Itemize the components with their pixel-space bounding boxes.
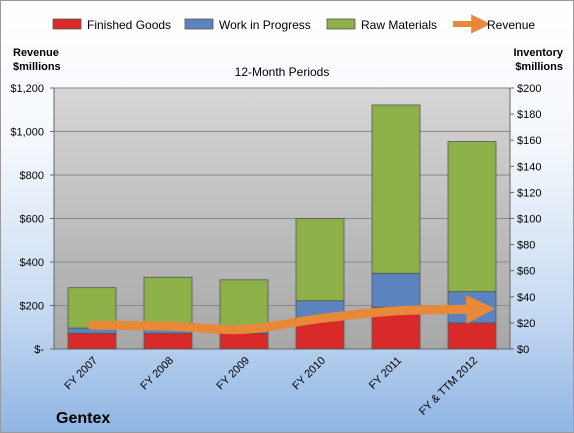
right-axis-tick-label: $160	[517, 135, 541, 147]
left-axis-tick-label: $600	[20, 214, 44, 226]
legend-label-revenue: Revenue	[487, 18, 535, 32]
right-axis-tick-label: $100	[517, 214, 541, 226]
bar-raw-materials-3	[295, 218, 345, 302]
bar-finished-goods-0	[67, 332, 117, 350]
left-axis-tick-label: $400	[20, 257, 44, 269]
bar-finished-goods-5	[447, 322, 497, 350]
left-axis-tick-label: $200	[20, 301, 44, 313]
right-axis-title-line1: Inventory	[513, 47, 563, 59]
right-axis-tick-label: $140	[517, 161, 541, 173]
legend-swatch-finished-goods	[52, 18, 82, 30]
revenue-line	[87, 294, 496, 335]
right-axis-title-line2: $millions	[515, 61, 563, 73]
bar-raw-materials-5	[447, 141, 497, 292]
left-axis-tick-label: $800	[20, 170, 44, 182]
left-axis-tick-label: $-	[34, 344, 44, 356]
x-axis-category-label: FY & TTM 2012	[417, 355, 480, 418]
company-name: Gentex	[56, 410, 110, 427]
bar-work-in-progress-4	[371, 272, 421, 308]
bar-raw-materials-1	[143, 276, 193, 328]
legend-swatch-raw-materials	[326, 18, 356, 30]
bar-finished-goods-1	[143, 332, 193, 350]
left-axis-tick-label: $1,200	[10, 83, 44, 95]
legend-label-work-in-progress: Work in Progress	[219, 18, 311, 32]
right-axis-tick-label: $0	[517, 344, 529, 356]
bar-finished-goods-2	[219, 332, 269, 350]
legend-label-raw-materials: Raw Materials	[361, 18, 437, 32]
right-axis-tick-label: $20	[517, 318, 535, 330]
legend-swatch-work-in-progress	[184, 18, 214, 30]
left-axis-title-line2: $millions	[13, 61, 61, 73]
bar-raw-materials-4	[371, 104, 421, 274]
right-axis-tick-label: $120	[517, 187, 541, 199]
x-axis-category-label: FY 2007	[62, 355, 100, 393]
right-axis-tick-label: $180	[517, 109, 541, 121]
right-axis-tick-label: $60	[517, 266, 535, 278]
x-axis-category-label: FY 2008	[138, 355, 176, 393]
bar-raw-materials-2	[219, 279, 269, 326]
x-axis-category-label: FY 2009	[214, 355, 252, 393]
right-axis-tick-label: $40	[517, 292, 535, 304]
left-axis-title-line1: Revenue	[13, 47, 59, 59]
chart-title: 12-Month Periods	[235, 65, 330, 79]
x-axis-category-label: FY 2011	[367, 355, 404, 392]
legend-label-finished-goods: Finished Goods	[87, 18, 171, 32]
right-axis-tick-label: $200	[517, 83, 541, 95]
x-axis-category-label: FY 2010	[290, 355, 328, 393]
right-axis-tick-label: $80	[517, 240, 535, 252]
left-axis-tick-label: $1,000	[10, 127, 44, 139]
